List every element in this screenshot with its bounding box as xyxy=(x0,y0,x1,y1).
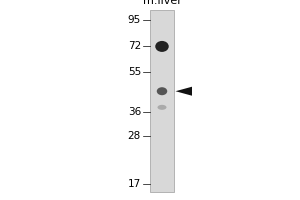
Text: m.liver: m.liver xyxy=(142,0,182,6)
Text: 28: 28 xyxy=(128,131,141,141)
Ellipse shape xyxy=(155,41,169,52)
Text: 55: 55 xyxy=(128,67,141,77)
Bar xyxy=(150,10,174,192)
Text: 17: 17 xyxy=(128,179,141,189)
FancyArrow shape xyxy=(176,87,194,96)
Ellipse shape xyxy=(157,87,167,95)
Text: 36: 36 xyxy=(128,107,141,117)
Text: 95: 95 xyxy=(128,15,141,25)
Text: 72: 72 xyxy=(128,41,141,51)
Ellipse shape xyxy=(158,105,166,110)
